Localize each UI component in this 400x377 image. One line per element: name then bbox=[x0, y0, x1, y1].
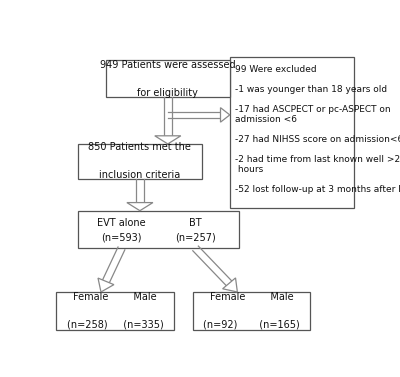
Text: -2 had time from last known well >24: -2 had time from last known well >24 bbox=[235, 155, 400, 164]
Text: hours: hours bbox=[235, 165, 264, 174]
Polygon shape bbox=[155, 136, 181, 144]
Polygon shape bbox=[223, 278, 237, 292]
Bar bbox=[230, 57, 354, 208]
Bar bbox=[78, 211, 239, 248]
Text: 99 Were excluded: 99 Were excluded bbox=[235, 64, 317, 74]
Text: Female        Male

(n=258)     (n=335): Female Male (n=258) (n=335) bbox=[67, 292, 164, 330]
Bar bbox=[56, 292, 174, 330]
Text: admission <6: admission <6 bbox=[235, 115, 297, 124]
Text: -17 had ASCPECT or pc-ASPECT on: -17 had ASCPECT or pc-ASPECT on bbox=[235, 105, 391, 114]
Text: EVT alone: EVT alone bbox=[97, 218, 146, 228]
Polygon shape bbox=[220, 108, 230, 122]
Bar bbox=[193, 292, 310, 330]
Text: (n=593): (n=593) bbox=[101, 233, 142, 243]
Text: (n=257): (n=257) bbox=[175, 233, 216, 243]
Text: Female        Male

(n=92)       (n=165): Female Male (n=92) (n=165) bbox=[203, 292, 300, 330]
Text: -1 was younger than 18 years old: -1 was younger than 18 years old bbox=[235, 85, 388, 93]
Text: 949 Patients were assessed

for eligibility: 949 Patients were assessed for eligibili… bbox=[100, 60, 236, 98]
Text: BT: BT bbox=[189, 218, 202, 228]
Polygon shape bbox=[98, 278, 114, 292]
Text: -27 had NIHSS score on admission<6: -27 had NIHSS score on admission<6 bbox=[235, 135, 400, 144]
Polygon shape bbox=[127, 202, 153, 211]
Bar bbox=[78, 144, 202, 179]
Text: 850 Patients met the

inclusion criteria: 850 Patients met the inclusion criteria bbox=[88, 143, 191, 180]
Bar bbox=[106, 60, 230, 98]
Text: -52 lost follow-up at 3 months after EVT: -52 lost follow-up at 3 months after EVT bbox=[235, 185, 400, 194]
